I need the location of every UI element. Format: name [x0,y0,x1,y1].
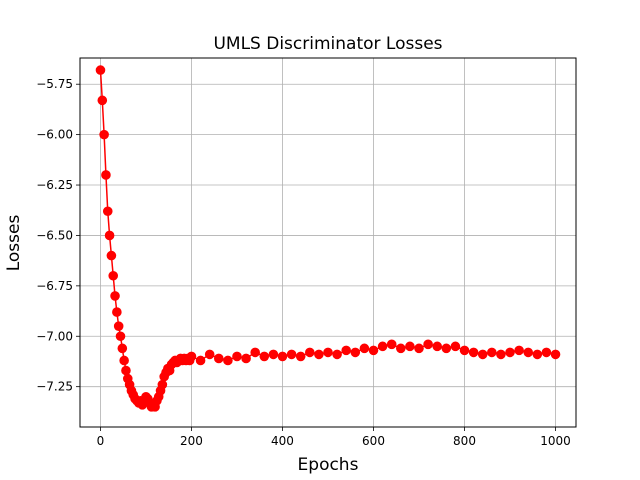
data-point [377,341,388,352]
data-point [541,347,552,358]
x-tick-label: 0 [97,434,105,448]
grid-lines [80,58,576,427]
x-tick-label: 800 [453,434,476,448]
data-point [496,349,506,360]
y-axis: −5.75 −6.00 −6.25 −6.50 −6.75 −7.00 −7.25 [36,77,80,394]
series-layer [95,65,561,412]
data-point [106,250,117,261]
data-point [204,349,215,360]
data-point [117,343,128,354]
x-tick-label: 1000 [540,434,571,448]
data-point [97,95,108,106]
data-point [423,339,433,350]
data-point [95,65,106,75]
data-point [223,355,233,366]
data-point [359,343,370,354]
data-point [459,345,470,356]
data-point [514,345,524,356]
data-point [368,345,379,356]
data-point [99,129,109,140]
data-point [115,331,126,342]
y-tick-label: −7.00 [36,329,73,343]
y-tick-label: −6.75 [36,279,73,293]
data-point [396,343,406,354]
data-point [113,321,124,331]
data-point [119,355,129,366]
chart-title: UMLS Discriminator Losses [213,34,442,54]
data-point [450,341,461,352]
data-point [112,307,122,317]
data-point [213,353,224,364]
data-point [314,349,324,360]
data-point [341,345,352,356]
data-point [102,206,113,217]
data-point [286,349,297,360]
data-point [232,351,242,362]
data-point [101,170,111,180]
data-point [505,347,515,358]
data-point [332,349,342,360]
y-tick-label: −6.50 [36,228,73,242]
data-point [241,353,251,364]
data-point [277,351,288,362]
data-point [104,230,115,241]
y-tick-label: −5.75 [36,77,73,91]
x-tick-label: 600 [362,434,385,448]
x-tick-label: 400 [271,434,294,448]
y-tick-label: −7.25 [36,380,73,394]
data-point [432,341,443,352]
data-point [441,343,452,354]
data-point [259,351,270,362]
data-point [414,343,424,354]
data-point [405,341,415,352]
data-point [532,349,543,360]
data-point [487,347,497,358]
data-point [295,351,306,362]
data-point [304,347,315,358]
data-point [523,347,534,358]
data-point [350,347,361,358]
data-point [108,270,119,281]
data-point [268,349,279,360]
y-tick-label: −6.25 [36,178,73,192]
x-axis-label: Epochs [298,455,359,475]
data-point [323,347,333,358]
data-point [477,349,488,360]
y-tick-label: −6.00 [36,128,73,142]
data-point [550,349,561,360]
data-point [250,347,260,358]
data-point [195,355,206,366]
x-tick-label: 200 [180,434,203,448]
data-point [468,347,479,358]
data-point [186,351,197,362]
y-axis-label: Losses [4,215,24,272]
plot-frame [79,57,577,428]
data-point [157,379,168,390]
data-point [121,365,131,376]
x-axis: 0 200 400 600 800 1000 [97,427,571,448]
data-point [386,339,397,350]
data-point [110,291,120,301]
